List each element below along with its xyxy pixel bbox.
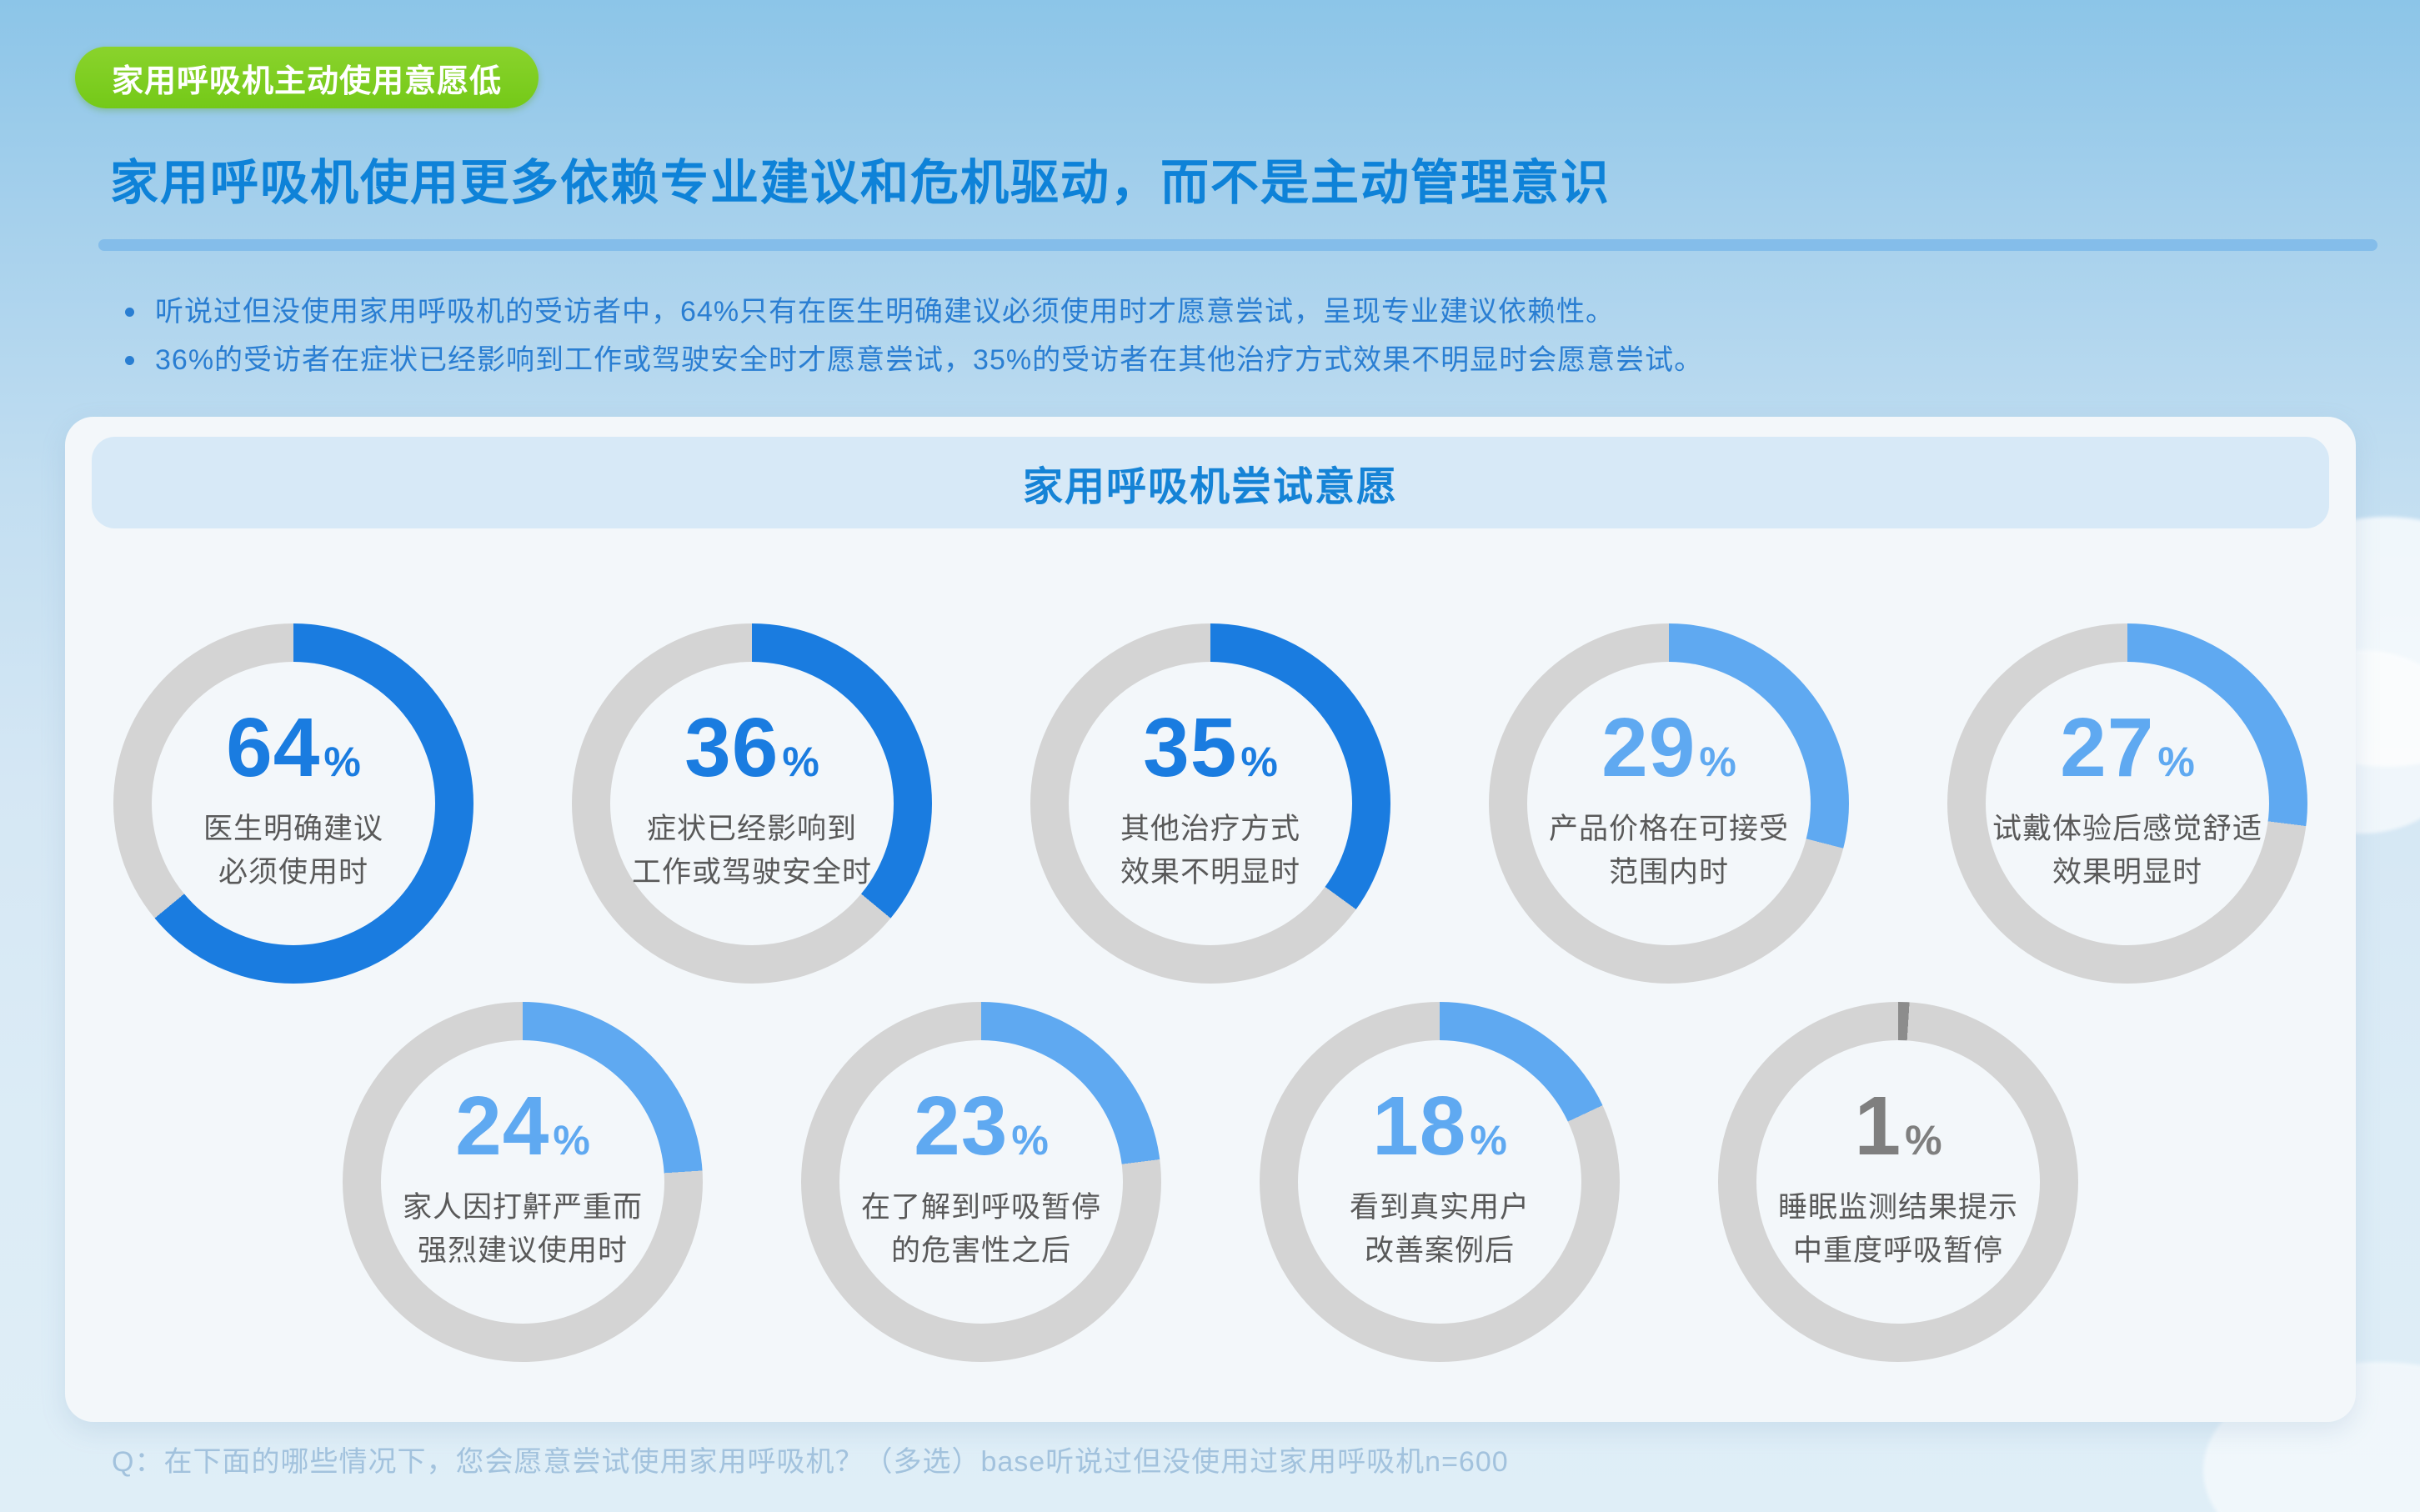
donut-value-wrap: 18 %	[1372, 1079, 1507, 1174]
donut-hole	[381, 1040, 664, 1324]
bullet-item: 听说过但没使用家用呼吸机的受访者中，64%只有在医生明确建议必须使用时才愿意尝试…	[117, 288, 2295, 336]
donut-chart-23: 23 % 在了解到呼吸暂停 的危害性之后	[801, 1002, 1161, 1362]
donut-center: 36 % 症状已经影响到 工作或驾驶安全时	[610, 662, 894, 945]
donut-value-wrap: 24 %	[455, 1079, 590, 1174]
donut-value-wrap: 35 %	[1143, 700, 1278, 796]
donut-value: 64	[226, 700, 321, 794]
donut-hole	[839, 1040, 1123, 1324]
donut-value: 23	[914, 1079, 1009, 1173]
panel-header-title: 家用呼吸机尝试意愿	[1022, 465, 1398, 509]
donut-hole	[1756, 1040, 2040, 1324]
donut-label: 看到真实用户 改善案例后	[1349, 1190, 1530, 1267]
donut-chart-1: 1 % 睡眠监测结果提示 中重度呼吸暂停	[1718, 1002, 2078, 1362]
donut-center: 27 % 试戴体验后感觉舒适 效果明显时	[1986, 662, 2269, 945]
donut-chart-35: 35 % 其他治疗方式 效果不明显时	[1030, 623, 1390, 984]
percent-sign: %	[1699, 738, 1736, 785]
donut-label: 症状已经影响到 工作或驾驶安全时	[631, 812, 872, 889]
topic-badge: 家用呼吸机主动使用意愿低	[75, 47, 539, 108]
donut-center: 29 % 产品价格在可接受 范围内时	[1527, 662, 1811, 945]
footer-note: Q：在下面的哪些情况下，您会愿意尝试使用家用呼吸机？（多选）base听说过但没使…	[112, 1446, 1509, 1478]
donut-label: 家人因打鼾严重而 强烈建议使用时	[402, 1190, 643, 1267]
donut-center: 35 % 其他治疗方式 效果不明显时	[1069, 662, 1352, 945]
donut-chart-36: 36 % 症状已经影响到 工作或驾驶安全时	[572, 623, 932, 984]
donut-value-wrap: 36 %	[684, 700, 819, 796]
donut-value: 27	[2060, 700, 2155, 794]
donut-hole	[610, 662, 894, 945]
donut-value: 18	[1372, 1079, 1467, 1173]
percent-sign: %	[1011, 1116, 1049, 1164]
bullet-item: 36%的受访者在症状已经影响到工作或驾驶安全时才愿意尝试，35%的受访者在其他治…	[117, 336, 2295, 384]
donut-chart-24: 24 % 家人因打鼾严重而 强烈建议使用时	[343, 1002, 703, 1362]
donut-value-wrap: 29 %	[1601, 700, 1736, 796]
donut-label: 医生明确建议 必须使用时	[203, 812, 383, 889]
donut-row-1: 64 % 医生明确建议 必须使用时 36 % 症状已经影响到 工作或驾驶安全时 …	[65, 623, 2356, 984]
donut-hole	[1069, 662, 1352, 945]
percent-sign: %	[1905, 1116, 1942, 1164]
donut-hole	[1527, 662, 1811, 945]
percent-sign: %	[1470, 1116, 1507, 1164]
percent-sign: %	[782, 738, 819, 785]
donut-chart-18: 18 % 看到真实用户 改善案例后	[1260, 1002, 1620, 1362]
donut-value-wrap: 64 %	[226, 700, 361, 796]
donut-value-wrap: 23 %	[914, 1079, 1049, 1174]
donut-center: 23 % 在了解到呼吸暂停 的危害性之后	[839, 1040, 1123, 1324]
percent-sign: %	[2157, 738, 2195, 785]
donut-chart-64: 64 % 医生明确建议 必须使用时	[113, 623, 473, 984]
donut-center: 64 % 医生明确建议 必须使用时	[152, 662, 435, 945]
percent-sign: %	[553, 1116, 590, 1164]
summary-panel: 家用呼吸机尝试意愿 64 % 医生明确建议 必须使用时 36 % 症状已经影响到…	[65, 417, 2356, 1422]
title-divider	[98, 239, 2377, 251]
donut-value: 36	[684, 700, 779, 794]
donut-value-wrap: 27 %	[2060, 700, 2195, 796]
donut-center: 18 % 看到真实用户 改善案例后	[1298, 1040, 1581, 1324]
page-title: 家用呼吸机使用更多依赖专业建议和危机驱动，而不是主动管理意识	[110, 156, 1611, 210]
donut-hole	[152, 662, 435, 945]
donut-label: 产品价格在可接受 范围内时	[1548, 812, 1789, 889]
donut-value-wrap: 1 %	[1854, 1079, 1942, 1174]
donut-value: 24	[455, 1079, 550, 1173]
percent-sign: %	[323, 738, 361, 785]
donut-hole	[1986, 662, 2269, 945]
donut-center: 24 % 家人因打鼾严重而 强烈建议使用时	[381, 1040, 664, 1324]
donut-value: 35	[1143, 700, 1238, 794]
percent-sign: %	[1240, 738, 1278, 785]
donut-value: 29	[1601, 700, 1696, 794]
donut-label: 其他治疗方式 效果不明显时	[1120, 812, 1300, 889]
donut-row-2: 24 % 家人因打鼾严重而 强烈建议使用时 23 % 在了解到呼吸暂停 的危害性…	[65, 1002, 2356, 1362]
bullet-list: 听说过但没使用家用呼吸机的受访者中，64%只有在医生明确建议必须使用时才愿意尝试…	[117, 288, 2295, 384]
donut-value: 1	[1854, 1079, 1902, 1173]
donut-label: 在了解到呼吸暂停 的危害性之后	[860, 1190, 1101, 1267]
donut-chart-29: 29 % 产品价格在可接受 范围内时	[1489, 623, 1849, 984]
donut-center: 1 % 睡眠监测结果提示 中重度呼吸暂停	[1756, 1040, 2040, 1324]
donut-label: 试戴体验后感觉舒适 效果明显时	[1992, 812, 2262, 889]
donut-hole	[1298, 1040, 1581, 1324]
donut-label: 睡眠监测结果提示 中重度呼吸暂停	[1777, 1190, 2018, 1267]
donut-chart-27: 27 % 试戴体验后感觉舒适 效果明显时	[1947, 623, 2307, 984]
panel-header: 家用呼吸机尝试意愿	[92, 437, 2329, 528]
